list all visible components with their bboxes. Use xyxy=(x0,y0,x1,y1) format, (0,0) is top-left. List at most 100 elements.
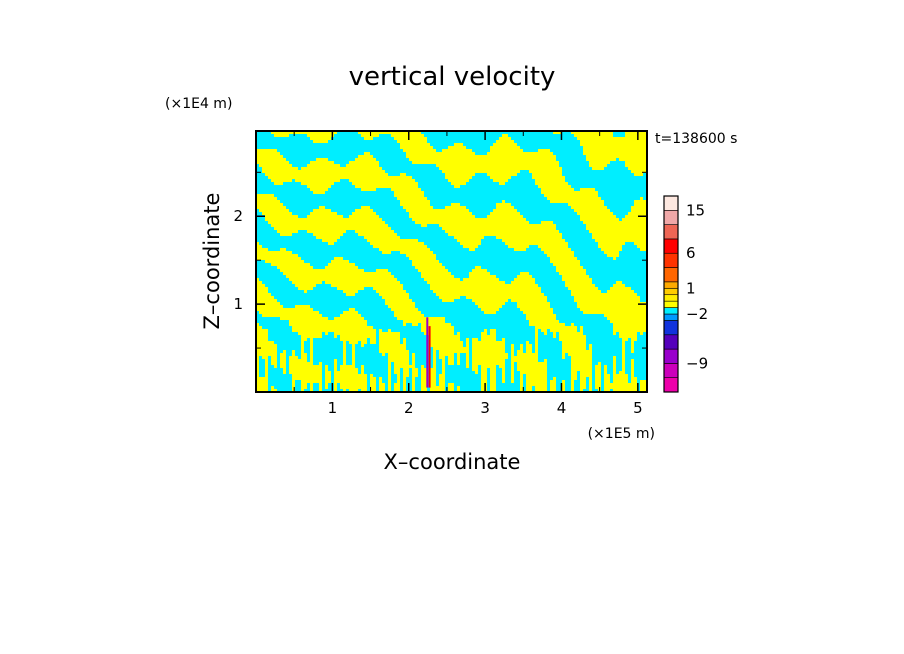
field-cell xyxy=(376,176,380,180)
field-cell xyxy=(325,209,329,213)
field-cell xyxy=(592,173,596,177)
field-cell xyxy=(565,173,569,177)
field-cell xyxy=(544,134,548,138)
field-cell xyxy=(337,170,341,174)
field-cell xyxy=(430,173,434,177)
field-cell xyxy=(454,170,458,174)
field-cell xyxy=(337,221,341,225)
field-cell xyxy=(298,242,302,246)
field-cell xyxy=(415,194,419,198)
field-cell xyxy=(535,209,539,213)
field-cell xyxy=(451,149,455,153)
field-cell xyxy=(577,203,581,207)
field-cell xyxy=(547,218,551,222)
field-cell xyxy=(529,149,533,153)
field-cell xyxy=(400,215,404,219)
field-cell xyxy=(406,224,410,228)
field-cell xyxy=(601,230,605,234)
field-cell xyxy=(325,146,329,150)
field-cell xyxy=(268,146,272,150)
field-cell xyxy=(418,182,422,186)
field-cell xyxy=(535,194,539,198)
field-cell xyxy=(553,140,557,144)
field-cell xyxy=(454,209,458,213)
field-cell xyxy=(478,209,482,213)
field-cell xyxy=(643,239,647,243)
field-cell xyxy=(379,167,383,171)
field-cell xyxy=(259,209,263,213)
field-cell xyxy=(268,188,272,192)
field-cell xyxy=(451,221,455,225)
field-cell xyxy=(397,155,401,159)
field-cell xyxy=(586,218,590,222)
field-cell xyxy=(316,200,320,204)
field-cell xyxy=(271,182,275,186)
field-cell xyxy=(304,155,308,159)
field-cell xyxy=(505,194,509,198)
field-cell xyxy=(604,194,608,198)
field-cell xyxy=(445,227,449,231)
field-cell xyxy=(265,170,269,174)
field-cell xyxy=(508,230,512,234)
field-cell xyxy=(313,140,317,144)
field-cell xyxy=(259,167,263,171)
field-cell xyxy=(316,170,320,174)
field-cell xyxy=(397,218,401,222)
field-cell xyxy=(289,245,293,249)
field-cell xyxy=(454,194,458,198)
field-cell xyxy=(640,158,644,162)
field-cell xyxy=(448,173,452,177)
field-cell xyxy=(472,143,476,147)
field-cell xyxy=(376,242,380,246)
field-cell xyxy=(559,182,563,186)
field-cell xyxy=(346,131,350,135)
field-cell xyxy=(388,188,392,192)
field-cell xyxy=(502,155,506,159)
field-cell xyxy=(562,161,566,165)
field-cell xyxy=(589,185,593,189)
field-cell xyxy=(562,134,566,138)
field-cell xyxy=(628,155,632,159)
field-cell xyxy=(619,221,623,225)
field-cell xyxy=(391,146,395,150)
field-cell xyxy=(406,215,410,219)
field-cell xyxy=(448,134,452,138)
field-cell xyxy=(388,239,392,243)
field-cell xyxy=(556,152,560,156)
field-cell xyxy=(397,143,401,147)
field-cell xyxy=(436,149,440,153)
field-cell xyxy=(511,179,515,183)
field-cell xyxy=(424,170,428,174)
field-cell xyxy=(352,182,356,186)
field-cell xyxy=(565,140,569,144)
field-cell xyxy=(361,134,365,138)
field-cell xyxy=(310,194,314,198)
field-cell xyxy=(421,149,425,153)
field-cell xyxy=(577,155,581,159)
field-cell xyxy=(448,143,452,147)
field-cell xyxy=(613,158,617,162)
field-cell xyxy=(616,227,620,231)
field-cell xyxy=(604,197,608,201)
field-cell xyxy=(511,218,515,222)
field-cell xyxy=(472,176,476,180)
field-cell xyxy=(610,227,614,231)
field-cell xyxy=(433,236,437,240)
field-cell xyxy=(628,188,632,192)
field-cell xyxy=(331,185,335,189)
field-cell xyxy=(373,164,377,168)
field-cell xyxy=(538,179,542,183)
field-cell xyxy=(586,182,590,186)
field-cell xyxy=(544,206,548,210)
field-cell xyxy=(409,149,413,153)
field-cell xyxy=(496,155,500,159)
field-cell xyxy=(394,152,398,156)
field-cell xyxy=(409,131,413,135)
field-cell xyxy=(448,218,452,222)
field-cell xyxy=(586,227,590,231)
field-cell xyxy=(265,200,269,204)
field-cell xyxy=(343,227,347,231)
field-cell xyxy=(457,167,461,171)
field-cell xyxy=(496,167,500,171)
field-cell xyxy=(553,134,557,138)
